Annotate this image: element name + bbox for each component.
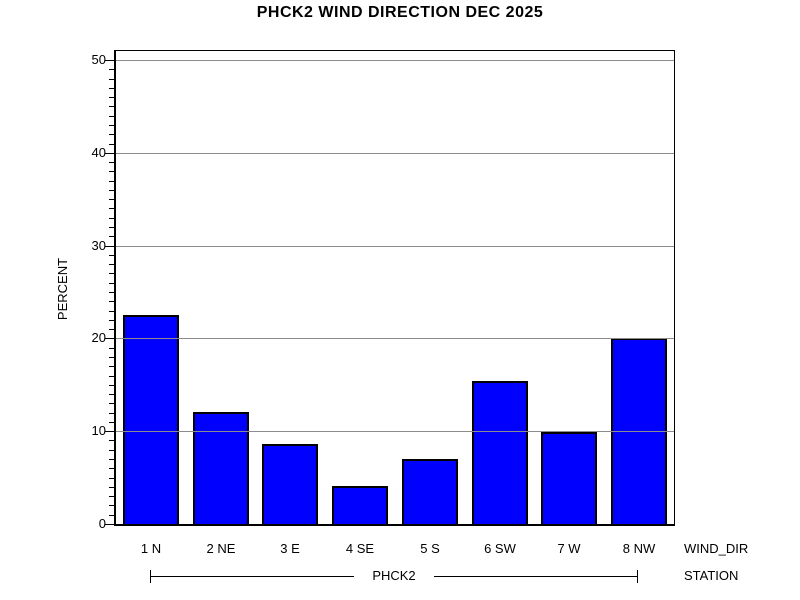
bar-7-w	[541, 432, 597, 524]
y-minor-tick-39	[109, 162, 114, 163]
x-tick-label-5: 5 S	[420, 541, 440, 556]
gridline-30	[116, 246, 674, 247]
y-minor-tick-1	[109, 515, 114, 516]
y-minor-tick-3	[109, 496, 114, 497]
y-minor-tick-26	[109, 283, 114, 284]
gridline-50	[116, 60, 674, 61]
y-tick-label-20: 20	[91, 330, 106, 345]
y-minor-tick-49	[109, 69, 114, 70]
x-tick-label-6: 6 SW	[484, 541, 516, 556]
y-minor-tick-22	[109, 320, 114, 321]
y-minor-tick-2	[109, 505, 114, 506]
bar-6-sw	[472, 381, 528, 524]
x-tick-label-8: 8 NW	[622, 541, 656, 556]
x-tick-label-2: 2 NE	[206, 541, 236, 556]
y-minor-tick-25	[109, 292, 114, 293]
y-tick-label-30: 30	[91, 238, 106, 253]
y-minor-tick-48	[109, 79, 114, 80]
bar-4-se	[332, 486, 388, 524]
y-major-tick-50	[105, 60, 114, 61]
y-major-tick-40	[105, 153, 114, 154]
y-minor-tick-16	[109, 376, 114, 377]
y-minor-tick-15	[109, 385, 114, 386]
y-minor-tick-27	[109, 273, 114, 274]
y-minor-tick-41	[109, 144, 114, 145]
y-minor-tick-9	[109, 440, 114, 441]
y-minor-tick-28	[109, 264, 114, 265]
y-minor-tick-37	[109, 181, 114, 182]
x-tick-label-1: 1 N	[140, 541, 162, 556]
y-major-tick-30	[105, 246, 114, 247]
y-minor-tick-12	[109, 413, 114, 414]
y-minor-tick-17	[109, 366, 114, 367]
y-major-tick-20	[105, 338, 114, 339]
y-tick-label-40: 40	[91, 145, 106, 160]
y-minor-tick-6	[109, 468, 114, 469]
gridline-20	[116, 338, 674, 339]
y-minor-tick-42	[109, 134, 114, 135]
y-minor-tick-47	[109, 88, 114, 89]
y-tick-label-10: 10	[91, 423, 106, 438]
station-axis-title: STATION	[684, 568, 739, 583]
x-tick-label-3: 3 E	[280, 541, 300, 556]
y-minor-tick-35	[109, 199, 114, 200]
y-minor-tick-31	[109, 236, 114, 237]
y-minor-tick-7	[109, 459, 114, 460]
y-minor-tick-43	[109, 125, 114, 126]
y-minor-tick-14	[109, 394, 114, 395]
y-minor-tick-19	[109, 348, 114, 349]
y-minor-tick-38	[109, 171, 114, 172]
y-minor-tick-21	[109, 329, 114, 330]
y-minor-tick-29	[109, 255, 114, 256]
bar-1-n	[123, 315, 179, 524]
y-minor-tick-18	[109, 357, 114, 358]
gridline-10	[116, 431, 674, 432]
y-minor-tick-34	[109, 208, 114, 209]
station-bracket-right-cap	[637, 570, 638, 583]
y-tick-label-50: 50	[91, 52, 106, 67]
y-minor-tick-11	[109, 422, 114, 423]
y-minor-tick-8	[109, 450, 114, 451]
station-bracket-left-cap	[150, 570, 151, 583]
y-minor-tick-46	[109, 97, 114, 98]
y-major-tick-0	[105, 524, 114, 525]
bar-5-s	[402, 459, 458, 524]
y-minor-tick-32	[109, 227, 114, 228]
bar-3-e	[262, 444, 318, 524]
x-tick-label-4: 4 SE	[345, 541, 375, 556]
x-axis-title: WIND_DIR	[684, 541, 749, 556]
y-major-tick-10	[105, 431, 114, 432]
y-minor-tick-13	[109, 403, 114, 404]
y-minor-tick-45	[109, 106, 114, 107]
x-tick-label-7: 7 W	[557, 541, 581, 556]
y-axis-title: PERCENT	[55, 257, 70, 321]
chart-title: PHCK2 WIND DIRECTION DEC 2025	[256, 4, 544, 21]
y-minor-tick-44	[109, 116, 114, 117]
y-minor-tick-33	[109, 218, 114, 219]
y-tick-label-0: 0	[98, 516, 106, 531]
bar-2-ne	[193, 412, 249, 524]
y-minor-tick-4	[109, 487, 114, 488]
y-minor-tick-24	[109, 301, 114, 302]
plot-area	[114, 50, 675, 526]
y-minor-tick-23	[109, 311, 114, 312]
gridline-40	[116, 153, 674, 154]
y-minor-tick-5	[109, 478, 114, 479]
station-group-label: PHCK2	[354, 568, 434, 583]
y-minor-tick-36	[109, 190, 114, 191]
